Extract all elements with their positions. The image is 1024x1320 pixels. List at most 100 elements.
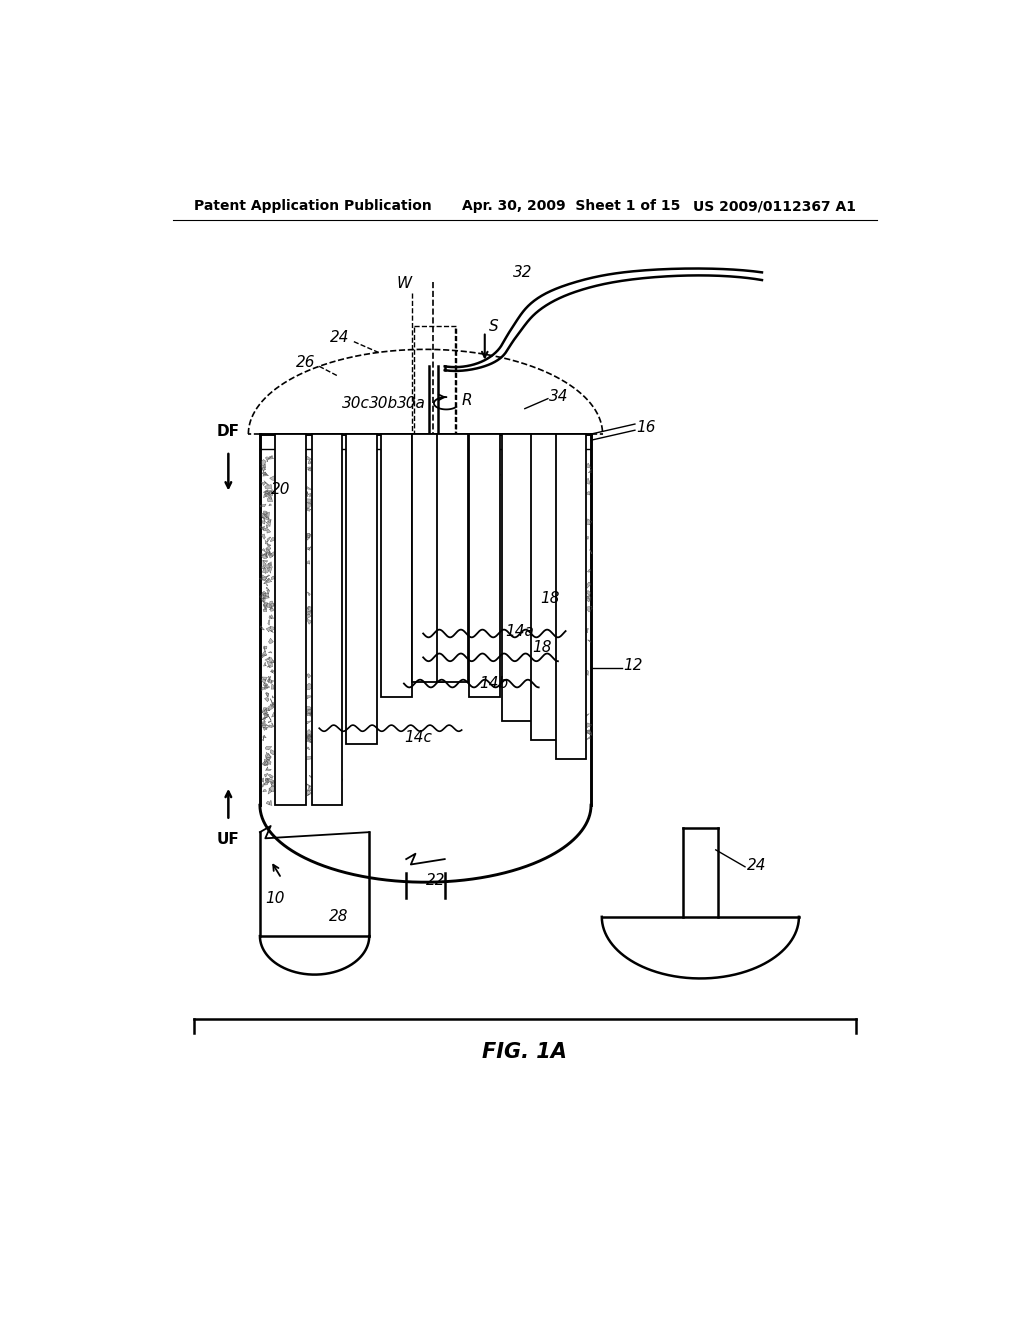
- Polygon shape: [398, 544, 401, 548]
- Polygon shape: [263, 605, 267, 610]
- Polygon shape: [292, 595, 296, 599]
- Polygon shape: [360, 714, 365, 718]
- Polygon shape: [523, 655, 528, 661]
- Polygon shape: [404, 513, 408, 517]
- Polygon shape: [520, 511, 524, 513]
- Polygon shape: [391, 519, 394, 521]
- Polygon shape: [356, 556, 359, 558]
- Polygon shape: [259, 577, 267, 581]
- Polygon shape: [262, 777, 264, 781]
- Polygon shape: [504, 511, 508, 517]
- Polygon shape: [521, 516, 524, 520]
- Polygon shape: [265, 746, 271, 750]
- Polygon shape: [369, 578, 374, 581]
- Polygon shape: [329, 549, 332, 552]
- Polygon shape: [362, 512, 367, 513]
- Polygon shape: [362, 694, 368, 698]
- Polygon shape: [329, 659, 333, 663]
- Polygon shape: [267, 603, 271, 609]
- Polygon shape: [487, 639, 492, 644]
- Polygon shape: [365, 616, 367, 620]
- Polygon shape: [263, 789, 266, 792]
- Polygon shape: [337, 756, 340, 760]
- Polygon shape: [266, 545, 270, 550]
- Polygon shape: [295, 586, 301, 591]
- Polygon shape: [318, 774, 323, 776]
- Polygon shape: [505, 527, 510, 532]
- Polygon shape: [401, 517, 404, 519]
- Polygon shape: [306, 739, 312, 743]
- Polygon shape: [279, 689, 284, 693]
- Polygon shape: [486, 636, 493, 640]
- Polygon shape: [512, 711, 514, 715]
- Polygon shape: [293, 533, 296, 536]
- Polygon shape: [327, 620, 334, 623]
- Polygon shape: [519, 583, 524, 590]
- Polygon shape: [323, 639, 328, 644]
- Polygon shape: [504, 676, 506, 678]
- Polygon shape: [328, 770, 332, 772]
- Polygon shape: [328, 784, 331, 788]
- Polygon shape: [324, 457, 328, 461]
- Polygon shape: [288, 789, 291, 793]
- Polygon shape: [263, 561, 266, 566]
- Polygon shape: [316, 595, 321, 601]
- Polygon shape: [330, 564, 333, 566]
- Polygon shape: [314, 797, 316, 800]
- Polygon shape: [362, 598, 368, 606]
- Polygon shape: [385, 508, 391, 513]
- Polygon shape: [515, 644, 519, 649]
- Polygon shape: [484, 566, 488, 569]
- Polygon shape: [506, 704, 508, 706]
- Polygon shape: [509, 532, 514, 537]
- Polygon shape: [509, 647, 511, 649]
- Polygon shape: [294, 754, 298, 758]
- Polygon shape: [479, 466, 484, 473]
- Text: 24: 24: [331, 330, 350, 345]
- Polygon shape: [355, 590, 359, 593]
- Polygon shape: [355, 500, 360, 506]
- Polygon shape: [315, 513, 318, 517]
- Polygon shape: [482, 591, 486, 594]
- Polygon shape: [495, 471, 501, 478]
- Polygon shape: [368, 548, 372, 552]
- Polygon shape: [281, 628, 287, 634]
- Polygon shape: [292, 718, 295, 721]
- Polygon shape: [523, 492, 526, 496]
- Polygon shape: [298, 697, 300, 700]
- Polygon shape: [395, 640, 398, 643]
- Polygon shape: [271, 684, 273, 689]
- Polygon shape: [328, 614, 330, 616]
- Polygon shape: [278, 504, 282, 510]
- Polygon shape: [519, 711, 523, 715]
- Polygon shape: [289, 696, 292, 700]
- Polygon shape: [364, 458, 365, 462]
- Polygon shape: [504, 520, 507, 524]
- Polygon shape: [525, 664, 529, 667]
- Polygon shape: [401, 667, 410, 673]
- Polygon shape: [332, 785, 338, 792]
- Polygon shape: [327, 774, 332, 779]
- Polygon shape: [408, 630, 410, 634]
- Polygon shape: [297, 692, 301, 697]
- Polygon shape: [269, 475, 275, 480]
- Polygon shape: [475, 597, 480, 602]
- Polygon shape: [295, 635, 297, 638]
- Polygon shape: [504, 487, 510, 491]
- Polygon shape: [507, 512, 513, 515]
- Polygon shape: [314, 693, 317, 696]
- Polygon shape: [265, 553, 267, 557]
- Polygon shape: [297, 787, 301, 789]
- Polygon shape: [513, 668, 514, 672]
- Polygon shape: [293, 461, 298, 467]
- Polygon shape: [354, 562, 358, 568]
- Polygon shape: [313, 529, 316, 532]
- Polygon shape: [264, 759, 268, 766]
- Polygon shape: [513, 665, 519, 669]
- Polygon shape: [326, 774, 329, 777]
- Polygon shape: [269, 785, 274, 792]
- Polygon shape: [280, 690, 284, 692]
- Polygon shape: [362, 502, 368, 504]
- Polygon shape: [266, 627, 271, 632]
- Polygon shape: [404, 535, 412, 541]
